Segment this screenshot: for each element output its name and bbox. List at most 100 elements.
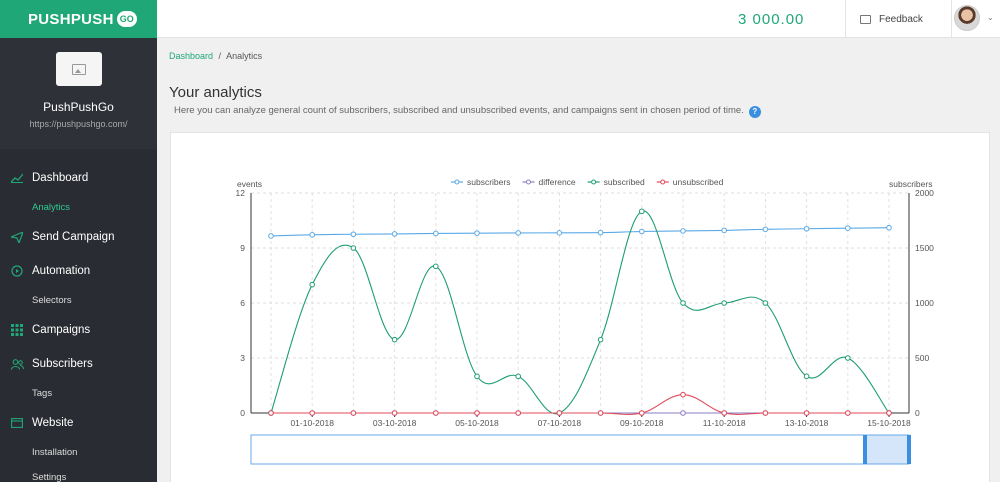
chevron-down-icon[interactable]: ⌄ [987,13,994,22]
right-tick-label: 1500 [915,243,934,253]
data-point-unsubscribed [845,410,851,416]
image-placeholder-icon [71,63,86,75]
data-point-unsubscribed [639,410,645,416]
legend-marker-subscribed [591,179,597,185]
data-point-unsubscribed [762,410,769,416]
site-logo[interactable] [55,52,102,86]
x-tick-label: 09-10-2018 [620,418,664,428]
zoom-handle-left[interactable] [863,435,867,464]
data-point-subscribers [350,231,357,238]
data-point-subscribers [721,227,728,234]
data-point-subscribed [350,245,357,251]
breadcrumb-separator: / [218,51,222,61]
top-bar: 3 000.00 Feedback ⌄ [157,0,1000,38]
question-circle-icon[interactable]: ? [748,105,761,118]
sidebar-item-send-campaign[interactable]: Send Campaign [0,220,157,254]
account-balance: 3 000.00 [738,11,805,28]
site-url: https://pushpushgo.com/ [29,119,128,129]
sidebar-item-label: Campaigns [32,324,91,336]
sidebar-subitem-tags[interactable]: Tags [32,388,53,399]
feedback-label: Feedback [879,13,923,25]
legend-label-unsubscribed: unsubscribed [673,177,724,187]
data-point-unsubscribed [886,410,892,416]
sidebar-item-label: Dashboard [32,172,89,184]
sidebar-item-dashboard[interactable]: Dashboard [0,161,157,195]
sidebar-subitem-analytics[interactable]: Analytics [32,202,71,213]
sidebar-item-label: Automation [32,265,91,277]
x-tick-label: 01-10-2018 [290,418,334,428]
right-tick-label: 500 [915,353,929,363]
legend-label-difference: difference [538,177,575,187]
data-point-subscribers [680,228,686,234]
data-point-unsubscribed [680,391,686,398]
user-avatar[interactable] [954,5,980,31]
sidebar-subitem-selectors[interactable]: Selectors [32,295,72,306]
right-tick-label: 0 [915,408,920,418]
x-tick-label: 15-10-2018 [867,418,911,428]
zoom-handle-right[interactable] [907,435,911,464]
data-point-subscribers [433,230,439,237]
sidebar-item-subscribers[interactable]: Subscribers [0,347,157,381]
legend-marker-difference [525,179,531,185]
data-point-unsubscribed [268,410,274,416]
sidebar: PUSHPUSH GO PushPushGo https://pushpushg… [0,0,157,482]
legend-label-subscribed: subscribed [604,177,645,187]
grid-icon [10,324,24,336]
zoom-range-track [250,434,910,465]
data-point-unsubscribed [474,410,480,416]
sidebar-item-website[interactable]: Website [0,406,157,440]
site-profile: PushPushGo https://pushpushgo.com/ [0,38,157,149]
data-point-subscribers [391,231,398,237]
data-point-subscribers [474,230,480,236]
data-point-subscribers [886,224,892,231]
breadcrumb-home[interactable]: Dashboard [169,51,214,61]
left-tick-label: 12 [236,188,246,198]
data-point-subscribed [680,300,686,306]
data-point-subscribers [639,228,645,235]
data-point-subscribers [556,230,563,236]
play-circle-icon [10,265,24,277]
legend-label-subscribers: subscribers [467,177,510,187]
data-point-unsubscribed [309,410,315,416]
data-point-subscribed [391,336,398,343]
page-title: Your analytics [169,84,262,101]
data-point-subscribed [309,281,315,288]
data-point-unsubscribed [515,410,522,416]
data-point-subscribers [268,233,274,239]
x-tick-label: 07-10-2018 [538,418,582,428]
sidebar-item-automation[interactable]: Automation [0,254,157,288]
legend-marker-subscribers [454,179,460,185]
brand-logo[interactable]: PUSHPUSH GO [0,0,157,38]
feedback-button[interactable]: Feedback [845,0,952,38]
data-point-subscribers [597,229,604,236]
sidebar-subitem-installation[interactable]: Installation [32,447,78,458]
sidebar-item-label: Website [32,417,74,429]
data-point-subscribed [515,373,522,380]
sidebar-subitem-settings[interactable]: Settings [32,472,67,482]
data-point-subscribed [803,373,810,380]
data-point-subscribers [515,230,522,236]
data-point-subscribed [433,263,439,270]
left-tick-label: 6 [240,298,245,308]
zoom-range-selection [864,434,910,465]
right-axis-label: subscribers [889,179,932,189]
data-point-unsubscribed [350,410,357,416]
sidebar-item-campaigns[interactable]: Campaigns [0,313,157,347]
right-tick-label: 2000 [915,188,934,198]
site-name: PushPushGo [43,100,114,114]
series-line-subscribers [270,227,890,237]
sidebar-item-label: Subscribers [32,358,93,370]
x-tick-label: 05-10-2018 [455,418,499,428]
series-line-subscribed [270,210,890,415]
data-point-difference [680,410,686,416]
data-point-subscribed [762,300,769,306]
data-point-unsubscribed [803,410,810,416]
breadcrumb-current: Analytics [226,51,263,61]
data-point-subscribers [309,232,315,238]
data-point-subscribers [762,226,769,233]
brand-name: PUSHPUSH [28,10,114,28]
data-point-subscribed [474,373,480,380]
page-description-text: Here you can analyze general count of su… [174,105,744,116]
data-point-unsubscribed [433,410,439,416]
analytics-chart-card: 0 3 6 9 12 0 500 1000 1500 2000 events subscribers 0… [170,132,990,482]
